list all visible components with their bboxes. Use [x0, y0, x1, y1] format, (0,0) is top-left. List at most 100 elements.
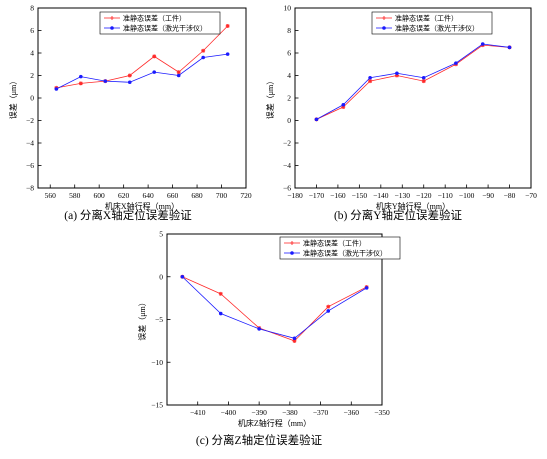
legend-box: [99, 11, 221, 35]
y-tick-label: −6: [26, 161, 34, 170]
y-tick-label: 0: [30, 94, 34, 103]
y-tick-label: 2: [30, 71, 34, 80]
legend-box: [371, 11, 493, 35]
data-point-workpiece: [341, 105, 346, 109]
legend-label: 准静态误差（工件）: [123, 14, 186, 23]
legend-label: 准静态误差（激光干涉仪）: [395, 24, 479, 33]
series-line-workpiece: [56, 25, 228, 89]
x-tick-label: −90: [482, 191, 494, 200]
x-tick-label: 620: [118, 191, 130, 200]
x-tick-label: −360: [344, 408, 360, 417]
x-tick-label: 580: [69, 191, 81, 200]
data-point-laser: [507, 45, 512, 50]
data-point-laser: [480, 42, 485, 46]
x-tick-label: 720: [240, 191, 252, 200]
y-tick-label: 10: [284, 4, 292, 13]
plot-frame: [37, 7, 247, 189]
x-tick-label: −100: [459, 191, 475, 200]
data-point-workpiece: [218, 291, 223, 296]
data-point-laser: [79, 74, 83, 79]
legend-box: [279, 236, 401, 260]
series-line-laser: [316, 43, 510, 120]
x-tick-label: 560: [45, 191, 57, 200]
data-point-workpiece: [127, 73, 132, 78]
data-point-laser: [103, 79, 108, 83]
y-tick-label: 0: [159, 272, 163, 281]
legend: 准静态误差（工件）准静态误差（激光干涉仪）: [279, 236, 401, 260]
legend: 准静态误差（工件）准静态误差（激光干涉仪）: [99, 11, 221, 35]
data-point-laser: [421, 75, 426, 80]
data-point-laser: [314, 117, 319, 122]
x-tick-label: −160: [330, 191, 346, 200]
data-point-laser: [218, 311, 223, 316]
y-axis-label: 误差（μm）: [265, 77, 275, 120]
chart-caption: (c) 分离Z轴定位误差验证: [196, 433, 323, 447]
data-point-laser: [326, 309, 331, 313]
y-tick-label: 4: [287, 71, 291, 80]
data-point-workpiece: [201, 48, 206, 53]
legend-label: 准静态误差（工件）: [395, 14, 458, 23]
x-tick-label: 640: [142, 191, 154, 200]
x-tick-label: −110: [438, 191, 453, 200]
data-point-laser: [225, 52, 230, 56]
data-point-workpiece: [421, 79, 426, 84]
data-point-laser: [201, 55, 205, 60]
y-tick-label: 2: [287, 94, 291, 103]
y-axis-label: 误差（μm）: [137, 298, 147, 341]
data-point-workpiece: [326, 304, 331, 309]
x-axis-label: 机床Y轴行程（mm）: [376, 201, 450, 211]
y-tick-label: 6: [287, 49, 291, 58]
data-point-laser: [152, 70, 157, 74]
x-tick-label: −370: [313, 408, 329, 417]
x-tick-label: −180: [287, 191, 303, 200]
data-point-workpiece: [152, 54, 157, 59]
x-axis-label: 机床X轴行程（mm）: [105, 201, 179, 211]
data-point-workpiece: [394, 73, 399, 78]
data-point-workpiece: [176, 70, 181, 75]
y-tick-label: −2: [283, 139, 291, 148]
legend-marker-star: [290, 241, 294, 245]
x-tick-label: −130: [395, 191, 411, 200]
y-tick-label: −15: [151, 401, 163, 410]
x-tick-label: −410: [190, 408, 206, 417]
series-line-workpiece: [182, 276, 367, 342]
y-tick-label: −6: [283, 184, 291, 193]
y-tick-label: −8: [26, 184, 34, 193]
legend-marker-dot: [110, 26, 114, 30]
chart-y: −180 −170 −160 −150 −140 −130 −120 −110 −100 −90 −…: [265, 4, 537, 222]
x-tick-label: −390: [251, 408, 267, 417]
y-tick-label: 4: [30, 49, 34, 58]
x-tick-label: −140: [373, 191, 389, 200]
y-tick-label: 0: [287, 116, 291, 125]
data-point-workpiece: [368, 79, 373, 84]
chart-caption: (b) 分离Y轴定位误差验证: [334, 208, 463, 222]
data-point-laser: [292, 336, 297, 341]
data-point-laser: [364, 286, 369, 290]
legend-marker-star: [382, 16, 386, 20]
legend: 准静态误差（工件）准静态误差（激光干涉仪）: [371, 11, 493, 35]
data-point-workpiece: [225, 24, 230, 28]
x-tick-label: −120: [416, 191, 432, 200]
data-point-laser: [180, 274, 185, 279]
x-tick-label: −350: [374, 408, 390, 417]
legend-label: 准静态误差（激光干涉仪）: [303, 249, 387, 258]
chart-x: 560 580 600 620 640 660 680 700 720 −8 −6 −4 −2 0 2 4 6 8…: [8, 4, 252, 222]
series-line-laser: [56, 53, 228, 90]
x-tick-label: 600: [94, 191, 106, 200]
legend-marker-dot: [290, 251, 294, 255]
series-line-laser: [182, 276, 367, 339]
legend-marker-star: [110, 16, 114, 20]
legend-label: 准静态误差（激光干涉仪）: [123, 24, 207, 33]
x-tick-label: 660: [167, 191, 179, 200]
y-tick-label: −4: [26, 139, 34, 148]
x-tick-label: −70: [525, 191, 537, 200]
x-tick-label: 680: [191, 191, 203, 200]
chart-z: −410 −400 −390 −380 −370 −360 −350 −15 −10 −5 0 5 机床…: [137, 230, 401, 447]
x-tick-label: −400: [221, 408, 237, 417]
data-point-laser: [127, 80, 132, 85]
y-tick-label: −2: [26, 116, 34, 125]
plot-frame: [294, 7, 532, 189]
y-tick-label: −5: [155, 315, 163, 324]
data-point-laser: [176, 73, 181, 78]
